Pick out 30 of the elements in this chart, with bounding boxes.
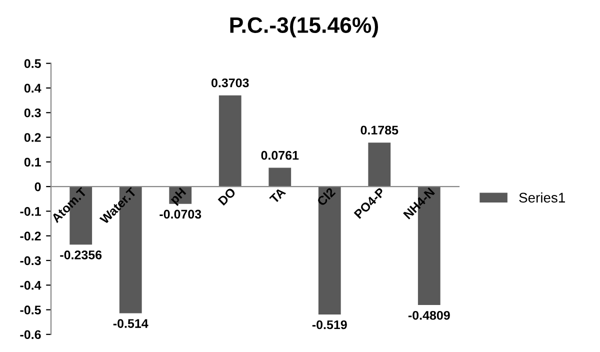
legend-label: Series1 bbox=[519, 192, 565, 203]
y-tick-label: 0.5 bbox=[24, 59, 41, 68]
data-label: -0.2356 bbox=[60, 250, 102, 260]
data-label: 0.0761 bbox=[261, 150, 299, 160]
x-tick-label: pH bbox=[169, 187, 188, 206]
bar bbox=[318, 186, 341, 314]
x-tick-label: TA bbox=[269, 187, 286, 204]
data-label: -0.4809 bbox=[408, 310, 450, 320]
chart-title: P.C.-3(15.46%) bbox=[230, 16, 378, 38]
y-tick-label: -0.5 bbox=[20, 306, 41, 314]
y-tick-label: -0.4 bbox=[20, 280, 42, 290]
y-tick-label: 0.4 bbox=[24, 84, 42, 93]
data-label: -0.0703 bbox=[160, 210, 202, 219]
y-tick-label: -0.2 bbox=[20, 232, 41, 240]
y-tick-label: -0.1 bbox=[20, 207, 41, 216]
data-label: -0.514 bbox=[113, 319, 148, 328]
x-tick-label: DO bbox=[218, 187, 236, 206]
data-label: 0.1785 bbox=[360, 126, 398, 135]
data-label: -0.519 bbox=[312, 320, 347, 330]
bar bbox=[218, 95, 242, 187]
y-tick-label: 0.3 bbox=[24, 108, 41, 118]
x-tick-label: Cl2 bbox=[316, 186, 336, 206]
data-label: 0.3703 bbox=[212, 78, 249, 88]
y-tick-label: -0.6 bbox=[20, 330, 41, 340]
y-tick-label: 0 bbox=[34, 182, 41, 192]
y-tick-label: 0.1 bbox=[24, 158, 41, 167]
bar bbox=[368, 142, 391, 187]
y-tick-label: 0.2 bbox=[24, 133, 41, 142]
bar bbox=[268, 168, 292, 187]
y-tick-label: -0.3 bbox=[20, 256, 41, 266]
